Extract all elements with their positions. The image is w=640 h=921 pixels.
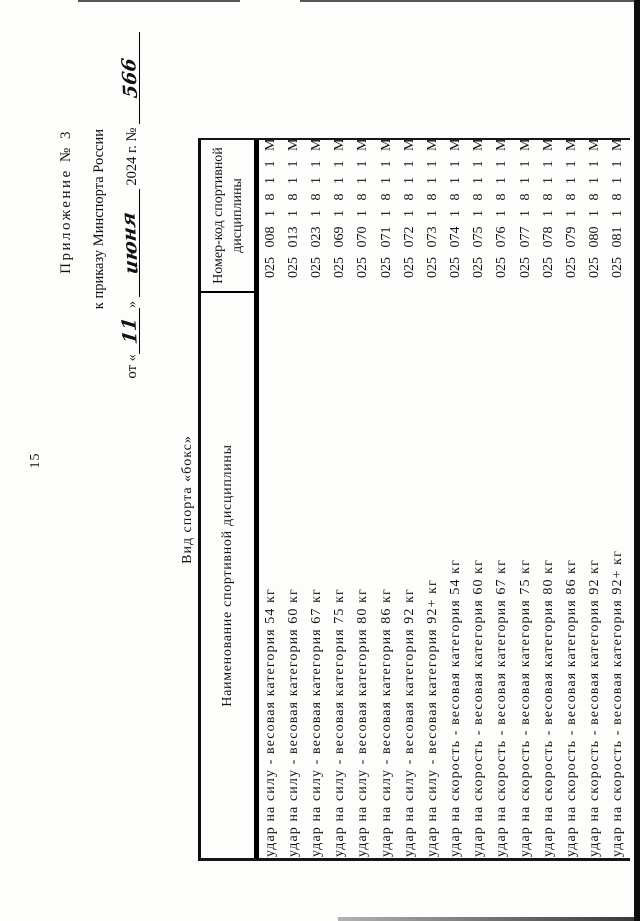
- column-header-discipline-code: Номер-код спортивной дисциплины: [201, 140, 254, 293]
- table-row: удар на силу - весовая категория 92+ кг 0…: [421, 138, 444, 858]
- scan-edge-right: [634, 0, 640, 921]
- table-row: удар на скорость - весовая категория 92+…: [607, 138, 630, 858]
- column-header-discipline-name: Наименование спортивной дисциплины: [219, 444, 235, 707]
- discipline-code: 025 078 1 8 1 1 М: [540, 138, 556, 278]
- discipline-name: удар на скорость - весовая категория 60 …: [471, 559, 487, 857]
- discipline-code: 025 071 1 8 1 1 М: [378, 138, 394, 278]
- handwritten-day-blank: 11: [118, 308, 142, 355]
- discipline-code: 025 070 1 8 1 1 М: [355, 138, 371, 278]
- table-row: удар на скорость - весовая категория 67 …: [491, 138, 514, 858]
- discipline-code: 025 079 1 8 1 1 М: [564, 138, 580, 278]
- discipline-name: удар на скорость - весовая категория 92+…: [610, 550, 626, 857]
- table-row: удар на скорость - весовая категория 60 …: [468, 138, 491, 858]
- date-close-quote: »: [124, 300, 140, 309]
- code-header-line2: дисциплины: [229, 178, 245, 253]
- discipline-code: 025 075 1 8 1 1 М: [471, 138, 487, 278]
- handwritten-order-number: 566: [117, 56, 143, 100]
- discipline-code: 025 013 1 8 1 1 М: [285, 138, 301, 278]
- table-row: удар на скорость - весовая категория 92 …: [584, 138, 607, 858]
- appendix-date-line: от « 11 » июня 2024 г. № 566: [116, 32, 149, 378]
- table-row: удар на силу - весовая категория 60 кг 02…: [282, 138, 305, 858]
- scan-edge-bottom: [338, 917, 634, 921]
- page-number: 15: [28, 452, 43, 469]
- discipline-name: удар на силу - весовая категория 92+ кг: [424, 579, 440, 857]
- discipline-name: удар на силу - весовая категория 60 кг: [285, 588, 301, 857]
- table-row: удар на силу - весовая категория 86 кг 02…: [375, 138, 398, 858]
- table-row: удар на скорость - весовая категория 80 …: [537, 138, 560, 858]
- discipline-name: удар на силу - весовая категория 54 кг: [262, 588, 278, 857]
- appendix-header-block: Приложение № 3 к приказу Минспорта Росси…: [50, 32, 149, 378]
- discipline-name: удар на скорость - весовая категория 67 …: [494, 559, 510, 857]
- handwritten-month: июня: [117, 211, 143, 276]
- handwritten-day: 11: [118, 316, 142, 346]
- discipline-code: 025 072 1 8 1 1 М: [401, 138, 417, 278]
- date-prefix: от «: [124, 354, 140, 379]
- discipline-code: 025 080 1 8 1 1 М: [587, 138, 603, 278]
- code-header-line1: Номер-код спортивной: [210, 147, 226, 284]
- discipline-name: удар на силу - весовая категория 75 кг: [332, 588, 348, 857]
- handwritten-month-blank: июня: [117, 189, 143, 298]
- appendix-subtitle: к приказу Минспорта России: [91, 129, 107, 310]
- discipline-code: 025 008 1 8 1 1 М: [262, 138, 278, 278]
- discipline-name: удар на скорость - весовая категория 86 …: [564, 559, 580, 857]
- discipline-code: 025 081 1 8 1 1 М: [610, 138, 626, 278]
- date-year-part: 2024 г. №: [124, 127, 140, 186]
- discipline-name: удар на силу - весовая категория 86 кг: [378, 588, 394, 857]
- scan-edge-top-gap: [240, 0, 300, 3]
- table-row: удар на скорость - весовая категория 86 …: [560, 138, 583, 858]
- table-row: удар на силу - весовая категория 92 кг 02…: [398, 138, 421, 858]
- table-row: удар на силу - весовая категория 67 кг 02…: [305, 138, 328, 858]
- scan-edge-top: [78, 0, 634, 2]
- table-row: удар на скорость - весовая категория 75 …: [514, 138, 537, 858]
- discipline-code: 025 074 1 8 1 1 М: [448, 138, 464, 278]
- table-row: удар на силу - весовая категория 54 кг 02…: [259, 138, 282, 858]
- table-row: удар на силу - весовая категория 80 кг 02…: [352, 138, 375, 858]
- table-body: удар на силу - весовая категория 54 кг 02…: [259, 138, 630, 858]
- sport-title: Вид спорта «бокс»: [180, 435, 195, 564]
- table-row: удар на силу - весовая категория 75 кг 02…: [329, 138, 352, 858]
- discipline-code: 025 076 1 8 1 1 М: [494, 138, 510, 278]
- discipline-code: 025 077 1 8 1 1 М: [517, 138, 533, 278]
- discipline-name: удар на силу - весовая категория 67 кг: [308, 588, 324, 857]
- disciplines-table: Наименование спортивной дисциплины Номер…: [198, 138, 630, 861]
- discipline-name: удар на скорость - весовая категория 54 …: [448, 559, 464, 857]
- table-row: удар на скорость - весовая категория 54 …: [445, 138, 468, 858]
- appendix-title: Приложение № 3: [58, 129, 74, 274]
- discipline-name: удар на силу - весовая категория 80 кг: [355, 588, 371, 857]
- discipline-name: удар на скорость - весовая категория 75 …: [517, 559, 533, 857]
- table-header-row: Наименование спортивной дисциплины Номер…: [201, 140, 259, 858]
- handwritten-number-blank: 566: [117, 32, 143, 124]
- discipline-code: 025 023 1 8 1 1 М: [308, 138, 324, 278]
- discipline-name: удар на скорость - весовая категория 92 …: [587, 559, 603, 857]
- discipline-code: 025 069 1 8 1 1 М: [332, 138, 348, 278]
- discipline-name: удар на силу - весовая категория 92 кг: [401, 588, 417, 857]
- discipline-code: 025 073 1 8 1 1 М: [424, 138, 440, 278]
- discipline-name: удар на скорость - весовая категория 80 …: [540, 559, 556, 857]
